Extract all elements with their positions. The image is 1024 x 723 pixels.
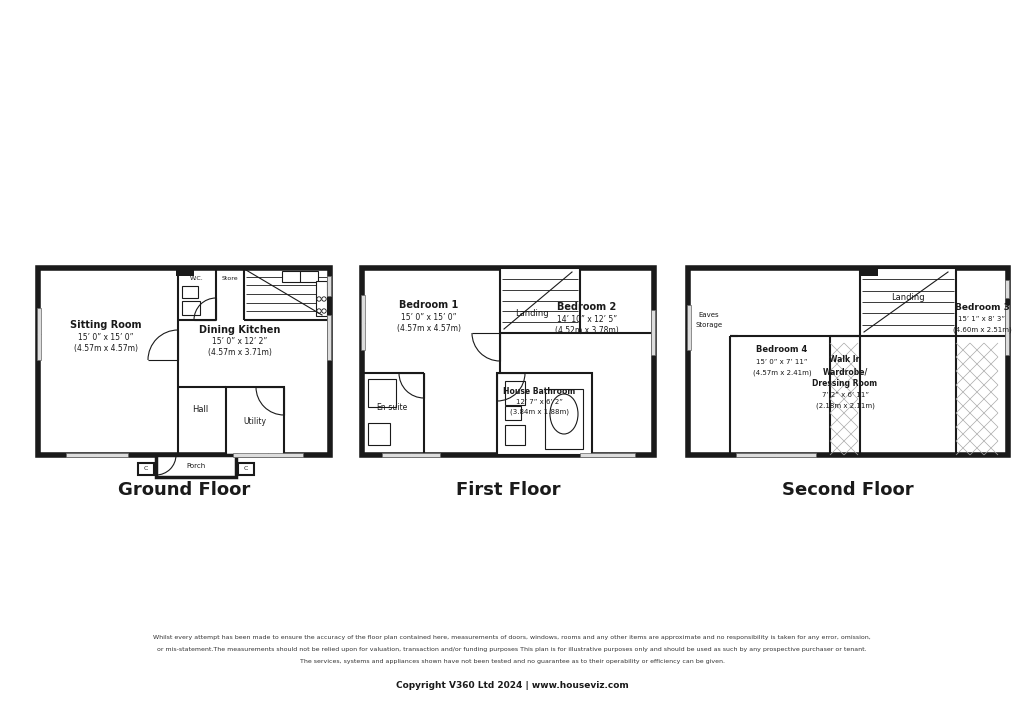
Bar: [316, 281, 327, 316]
Text: Ground Floor: Ground Floor: [118, 481, 250, 499]
Text: C: C: [143, 466, 148, 471]
Text: Walk In: Walk In: [829, 356, 861, 364]
Bar: [138, 463, 154, 475]
Bar: [226, 387, 284, 455]
Bar: [545, 389, 583, 449]
Ellipse shape: [550, 394, 578, 434]
Text: Whilst every attempt has been made to ensure the accuracy of the floor plan cont: Whilst every attempt has been made to en…: [154, 636, 870, 641]
Text: (4.57m x 4.57m): (4.57m x 4.57m): [74, 344, 138, 354]
Text: or mis-statement.The measurements should not be relied upon for valuation, trans: or mis-statement.The measurements should…: [158, 648, 866, 652]
Bar: [500, 268, 520, 276]
Text: 12’ 7” x 6’ 2”: 12’ 7” x 6’ 2”: [516, 399, 563, 405]
Text: Porch: Porch: [186, 463, 206, 469]
Text: Landing: Landing: [515, 309, 549, 317]
Text: Sitting Room: Sitting Room: [71, 320, 141, 330]
Text: Second Floor: Second Floor: [782, 481, 913, 499]
Text: Bedroom 2: Bedroom 2: [557, 302, 616, 312]
Bar: [37, 308, 41, 360]
Bar: [176, 268, 194, 276]
Text: (4.52m x 3.78m): (4.52m x 3.78m): [555, 325, 618, 335]
Bar: [38, 268, 330, 455]
Bar: [238, 463, 254, 475]
Bar: [860, 268, 878, 276]
Bar: [327, 315, 331, 360]
Bar: [66, 453, 128, 457]
Bar: [233, 453, 303, 457]
Bar: [327, 276, 331, 296]
Bar: [505, 406, 521, 420]
Bar: [1005, 305, 1009, 355]
Text: Bedroom 3: Bedroom 3: [954, 302, 1010, 312]
Bar: [368, 379, 396, 407]
Bar: [497, 373, 592, 455]
Bar: [505, 425, 525, 445]
Bar: [688, 268, 1008, 455]
Text: Dining Kitchen: Dining Kitchen: [200, 325, 281, 335]
Text: En-suite: En-suite: [377, 403, 408, 411]
Text: 15’ 0” x 7’ 11”: 15’ 0” x 7’ 11”: [757, 359, 808, 365]
Text: Bedroom 1: Bedroom 1: [399, 300, 459, 310]
Bar: [580, 453, 635, 457]
Text: (3.84m x 1.88m): (3.84m x 1.88m): [510, 408, 569, 415]
Text: Eaves: Eaves: [698, 312, 719, 318]
Bar: [736, 453, 816, 457]
Bar: [500, 268, 580, 333]
Bar: [368, 423, 390, 445]
Text: (4.57m x 2.41m): (4.57m x 2.41m): [753, 369, 811, 376]
Text: 15’ 0” x 15’ 0”: 15’ 0” x 15’ 0”: [78, 333, 134, 343]
Bar: [687, 305, 691, 350]
Text: 15’ 0” x 15’ 0”: 15’ 0” x 15’ 0”: [401, 312, 457, 322]
Text: The services, systems and appliances shown have not been tested and no guarantee: The services, systems and appliances sho…: [299, 659, 725, 664]
Bar: [505, 381, 525, 405]
Text: (4.60m x 2.51m): (4.60m x 2.51m): [952, 327, 1012, 333]
Text: Dressing Room: Dressing Room: [812, 379, 878, 388]
Text: Utility: Utility: [244, 416, 266, 426]
Text: W.C.: W.C.: [190, 275, 204, 281]
Text: Wardrobe/: Wardrobe/: [822, 367, 867, 377]
Text: House Bathroom: House Bathroom: [504, 387, 575, 395]
Bar: [156, 455, 236, 477]
Text: (4.57m x 3.71m): (4.57m x 3.71m): [208, 348, 272, 357]
Bar: [182, 301, 200, 315]
Text: Store: Store: [221, 275, 239, 281]
Text: Hall: Hall: [191, 406, 208, 414]
Bar: [362, 268, 654, 455]
Bar: [361, 295, 365, 350]
Text: Landing: Landing: [891, 294, 925, 302]
Bar: [182, 286, 198, 298]
Text: (4.57m x 4.57m): (4.57m x 4.57m): [397, 323, 461, 333]
Text: Bedroom 4: Bedroom 4: [757, 346, 808, 354]
Text: 15’ 0” x 12’ 2”: 15’ 0” x 12’ 2”: [212, 338, 267, 346]
Text: Copyright V360 Ltd 2024 | www.houseviz.com: Copyright V360 Ltd 2024 | www.houseviz.c…: [395, 680, 629, 690]
Bar: [1005, 280, 1009, 298]
Text: First Floor: First Floor: [456, 481, 560, 499]
Text: C: C: [244, 466, 248, 471]
Bar: [382, 453, 440, 457]
Text: 15’ 1” x 8’ 3”: 15’ 1” x 8’ 3”: [958, 316, 1006, 322]
Bar: [282, 271, 318, 282]
Text: (2.18m x 2.11m): (2.18m x 2.11m): [815, 403, 874, 409]
Text: 7’ 2” x 6’ 11”: 7’ 2” x 6’ 11”: [821, 392, 868, 398]
Bar: [860, 268, 956, 336]
Text: 14’ 10” x 12’ 5”: 14’ 10” x 12’ 5”: [557, 315, 617, 323]
Bar: [651, 310, 655, 355]
Text: Storage: Storage: [695, 322, 723, 328]
